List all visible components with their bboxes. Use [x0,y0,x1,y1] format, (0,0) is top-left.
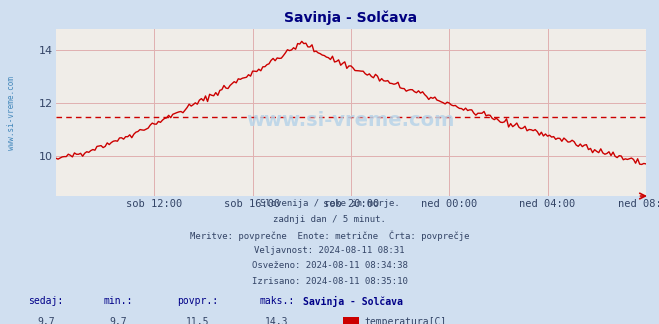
Text: zadnji dan / 5 minut.: zadnji dan / 5 minut. [273,215,386,224]
Text: www.si-vreme.com: www.si-vreme.com [246,111,455,131]
Text: temperatura[C]: temperatura[C] [364,317,447,324]
Text: 14,3: 14,3 [265,317,289,324]
Text: 9,7: 9,7 [38,317,55,324]
Text: Osveženo: 2024-08-11 08:34:38: Osveženo: 2024-08-11 08:34:38 [252,261,407,271]
Text: 11,5: 11,5 [186,317,210,324]
Text: Izrisano: 2024-08-11 08:35:10: Izrisano: 2024-08-11 08:35:10 [252,277,407,286]
Title: Savinja - Solčava: Savinja - Solčava [284,11,418,25]
Text: Meritve: povprečne  Enote: metrične  Črta: povprečje: Meritve: povprečne Enote: metrične Črta:… [190,230,469,241]
Text: www.si-vreme.com: www.si-vreme.com [7,75,16,150]
Text: 9,7: 9,7 [110,317,127,324]
Text: min.:: min.: [104,296,133,306]
Text: maks.:: maks.: [259,296,295,306]
Text: povpr.:: povpr.: [177,296,218,306]
Text: sedaj:: sedaj: [28,296,64,306]
Text: Veljavnost: 2024-08-11 08:31: Veljavnost: 2024-08-11 08:31 [254,246,405,255]
Text: Slovenija / reke in morje.: Slovenija / reke in morje. [260,199,399,208]
Text: Savinja - Solčava: Savinja - Solčava [302,296,403,307]
